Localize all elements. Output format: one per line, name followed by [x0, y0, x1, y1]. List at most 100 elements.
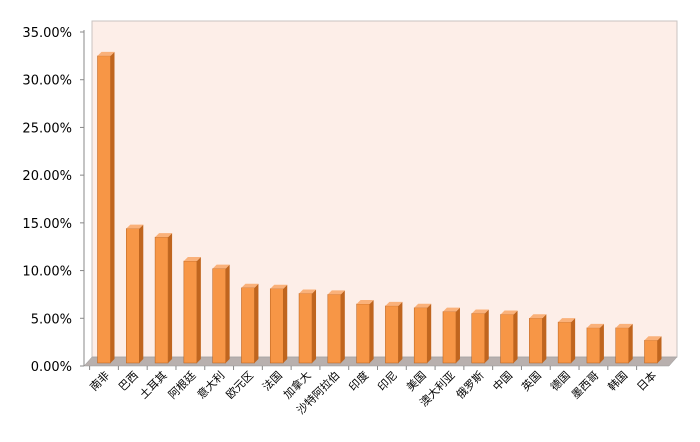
bar-top — [212, 264, 230, 269]
bar-side — [369, 299, 374, 363]
bar-美国 — [413, 303, 432, 364]
bar-front — [356, 303, 370, 364]
bar-side — [110, 51, 115, 363]
y-tick-label: 15.00% — [22, 217, 72, 232]
bar-top — [558, 318, 576, 323]
bar-front — [413, 307, 428, 364]
bar-日本 — [644, 336, 662, 364]
bar-澳大利亚 — [442, 307, 460, 364]
bar-side — [225, 264, 230, 363]
bar-top — [385, 301, 403, 306]
bar-side — [542, 314, 547, 363]
bar-front — [471, 313, 486, 364]
x-tick-label: 法国 — [259, 368, 284, 393]
bar-英国 — [529, 314, 547, 364]
bar-front — [500, 314, 514, 364]
bar-front — [644, 339, 658, 364]
y-tick-label: 30.00% — [22, 74, 72, 89]
bar-front — [269, 288, 284, 364]
y-tick-label: 20.00% — [22, 169, 72, 184]
bar-top — [356, 299, 374, 304]
plot-back-wall — [91, 20, 678, 358]
bar-front — [241, 287, 255, 364]
y-tick-label: 0.00% — [31, 360, 72, 375]
x-tick-label: 阿根廷 — [165, 368, 198, 401]
bar-top — [442, 307, 460, 312]
bar-side — [427, 303, 432, 363]
bar-加拿大 — [298, 289, 317, 364]
bar-top — [241, 283, 259, 288]
bar-top — [183, 257, 201, 262]
bar-巴西 — [126, 224, 144, 364]
x-tick-label: 日本 — [634, 368, 659, 393]
bar-德国 — [557, 318, 576, 364]
bar-front — [557, 321, 572, 364]
bar-side — [139, 224, 144, 363]
bar-front — [298, 293, 313, 364]
bar-side — [168, 233, 173, 363]
bar-top — [97, 51, 115, 56]
bar-front — [615, 327, 629, 364]
bar-top — [644, 336, 662, 341]
bar-front — [126, 228, 140, 364]
bar-side — [513, 310, 518, 363]
bar-top — [414, 303, 432, 308]
bar-front — [586, 327, 601, 364]
bar-side — [340, 290, 345, 363]
y-tick-label: 10.00% — [22, 265, 72, 280]
bar-side — [571, 318, 576, 363]
bar-side — [196, 257, 201, 363]
bar-front — [183, 260, 198, 364]
bar-俄罗斯 — [471, 309, 489, 364]
bar-side — [455, 307, 460, 363]
x-tick-label: 印度 — [346, 368, 371, 393]
bar-南非 — [97, 51, 115, 364]
bar-side — [628, 323, 633, 363]
bar-front — [385, 305, 399, 364]
bar-front — [154, 236, 169, 364]
bar-side — [484, 309, 489, 363]
x-tick-label: 德国 — [547, 368, 572, 393]
bar-中国 — [500, 310, 518, 364]
plot-floor — [83, 356, 678, 367]
y-tick-label: 25.00% — [22, 121, 72, 136]
bar-韩国 — [615, 323, 633, 364]
bar-front — [442, 311, 457, 364]
bar-side — [657, 336, 662, 363]
x-tick-label: 俄罗斯 — [454, 369, 487, 402]
y-tick-label: 5.00% — [31, 312, 72, 327]
x-tick-label: 巴西 — [116, 369, 141, 394]
bar-欧元区 — [241, 283, 259, 364]
bar-top — [270, 284, 288, 289]
bar-top — [299, 289, 317, 294]
bar-top — [327, 290, 345, 295]
bar-side — [398, 301, 403, 363]
bar-top — [586, 323, 604, 328]
bar-side — [254, 283, 259, 363]
x-tick-label: 欧元区 — [224, 369, 257, 402]
bar-沙特阿拉伯 — [327, 290, 345, 364]
bar-土耳其 — [154, 233, 173, 364]
bar-印度 — [356, 299, 374, 364]
bar-side — [283, 284, 288, 363]
x-tick-label: 墨西哥 — [569, 369, 602, 402]
bar-side — [599, 323, 604, 363]
bar-意大利 — [212, 264, 230, 364]
bar-top — [471, 309, 489, 314]
y-tick-label: 35.00% — [22, 26, 72, 41]
bar-墨西哥 — [586, 323, 604, 364]
bar-top — [126, 224, 144, 229]
x-tick-label: 印尼 — [375, 369, 400, 394]
bar-front — [529, 318, 543, 364]
x-tick-label: 意大利 — [194, 368, 227, 401]
bar-front — [212, 268, 226, 364]
x-tick-label: 南非 — [87, 369, 112, 394]
bar-front — [97, 55, 111, 364]
bar-阿根廷 — [183, 257, 201, 364]
bar-top — [529, 314, 547, 319]
x-tick-label: 中国 — [490, 369, 515, 394]
x-tick-label: 英国 — [519, 368, 544, 393]
bar-top — [615, 323, 633, 328]
x-tick-label: 韩国 — [605, 368, 630, 393]
